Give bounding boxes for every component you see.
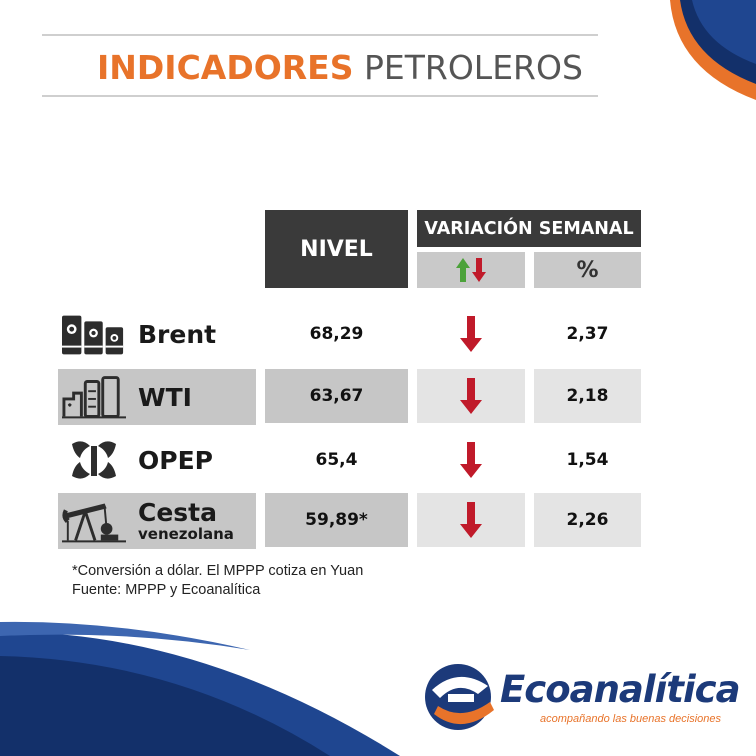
level-cesta: 59,89* xyxy=(265,493,408,547)
page-title: INDICADORES PETROLEROS xyxy=(97,48,583,87)
level-brent-value: 68,29 xyxy=(309,324,364,344)
row-label-brent: Brent xyxy=(58,306,256,362)
header-variation: VARIACIÓN SEMANAL xyxy=(417,210,641,247)
level-wti-value: 63,67 xyxy=(309,386,364,406)
row-label-wti: WTI xyxy=(58,369,256,425)
pct-wti: 2,18 xyxy=(534,369,641,423)
direction-brent xyxy=(417,306,525,362)
direction-wti xyxy=(417,369,525,423)
corner-swoosh-bottom xyxy=(0,621,400,756)
down-arrow-icon xyxy=(460,442,482,478)
level-opep: 65,4 xyxy=(265,432,408,488)
pct-wti-value: 2,18 xyxy=(566,386,609,406)
title-accent: INDICADORES xyxy=(97,48,354,87)
row-label-opep: OPEP xyxy=(58,432,256,488)
level-opep-value: 65,4 xyxy=(315,450,358,470)
refinery-icon xyxy=(62,375,126,419)
oil-barrels-icon xyxy=(62,312,126,356)
title-top-rule xyxy=(42,34,598,36)
footnote-conversion: *Conversión a dólar. El MPPP cotiza en Y… xyxy=(72,563,364,579)
opec-logo-icon xyxy=(62,438,126,482)
title-rest: PETROLEROS xyxy=(364,48,583,87)
pct-cesta-value: 2,26 xyxy=(566,510,609,530)
ecoanalitica-logo-icon xyxy=(425,664,494,730)
brand-name: Ecoanalítica xyxy=(500,668,741,711)
brand-tagline: acompañando las buenas decisiones xyxy=(540,713,722,725)
corner-swoosh-top xyxy=(670,0,756,100)
oil-pumpjack-icon xyxy=(62,499,126,543)
header-pct-label: % xyxy=(576,257,599,283)
header-level: NIVEL xyxy=(265,210,408,288)
direction-cesta xyxy=(417,493,525,547)
down-arrow-icon xyxy=(460,502,482,538)
down-arrow-icon xyxy=(460,378,482,414)
header-pct: % xyxy=(534,252,641,288)
header-level-label: NIVEL xyxy=(300,236,373,262)
footnote-source: Fuente: MPPP y Ecoanalítica xyxy=(72,582,261,598)
pct-brent-value: 2,37 xyxy=(566,324,609,344)
down-arrow-icon xyxy=(460,316,482,352)
pct-opep-value: 1,54 xyxy=(566,450,609,470)
level-wti: 63,67 xyxy=(265,369,408,423)
up-down-arrows-icon xyxy=(456,258,486,282)
direction-opep xyxy=(417,432,525,488)
pct-opep: 1,54 xyxy=(534,432,641,488)
row-name-cesta-sub: venezolana xyxy=(138,525,234,543)
row-name-wti: WTI xyxy=(138,382,192,412)
level-brent: 68,29 xyxy=(265,306,408,362)
level-cesta-value: 59,89* xyxy=(305,510,368,530)
pct-cesta: 2,26 xyxy=(534,493,641,547)
row-name-brent: Brent xyxy=(138,319,217,349)
title-bottom-rule xyxy=(42,95,598,97)
row-name-opep: OPEP xyxy=(138,445,213,475)
row-label-cesta: Cesta venezolana xyxy=(58,493,256,549)
pct-brent: 2,37 xyxy=(534,306,641,362)
header-variation-label: VARIACIÓN SEMANAL xyxy=(424,218,634,239)
header-direction xyxy=(417,252,525,288)
row-name-cesta: Cesta xyxy=(138,498,218,527)
